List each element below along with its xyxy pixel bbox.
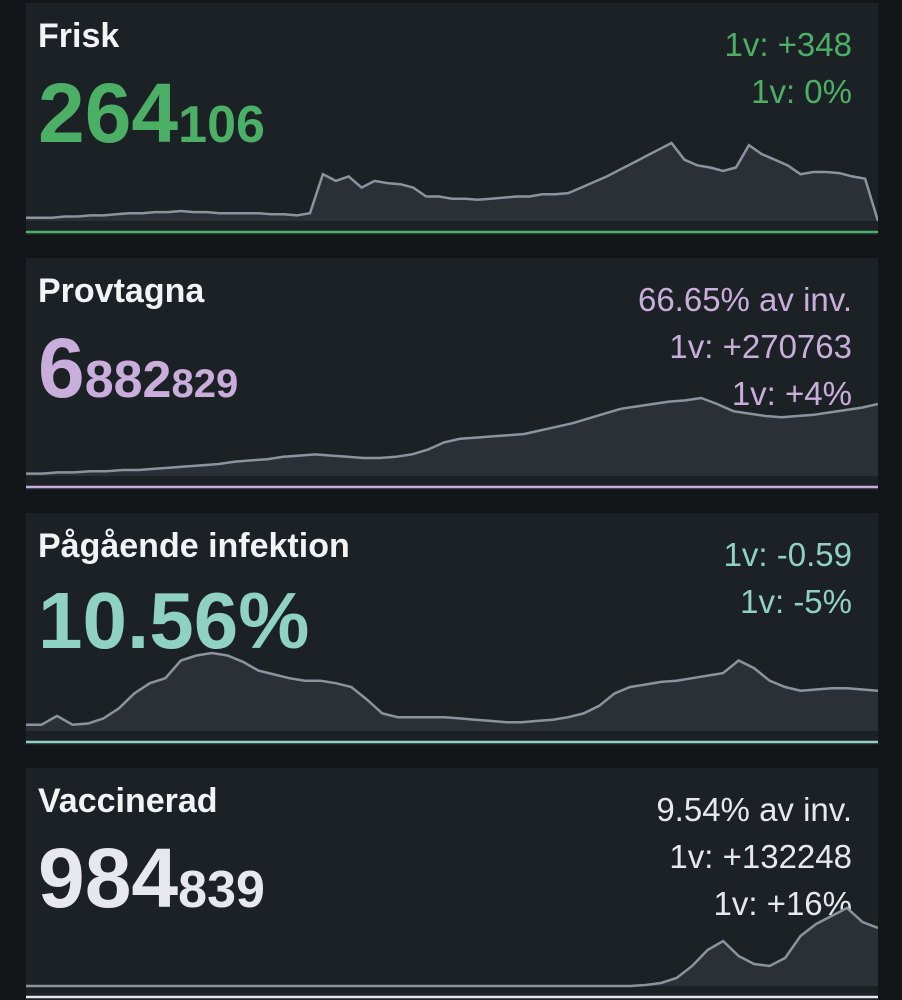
- sparkline-area: [26, 908, 878, 986]
- value-major: 984: [38, 831, 179, 925]
- card-title: Provtagna: [38, 272, 205, 310]
- sparkline-line: [26, 906, 878, 988]
- stats: 1v: -0.59 1v: -5%: [724, 531, 852, 625]
- sparkline-line: [26, 396, 878, 475]
- stat-card-vaccinerad[interactable]: Vaccinerad 984839 9.54% av inv. 1v: +132…: [26, 768, 878, 1000]
- stats: 9.54% av inv. 1v: +132248 1v: +16%: [656, 786, 852, 927]
- value-minor-a: 882: [84, 351, 172, 409]
- stat-line: 1v: -5%: [740, 583, 852, 620]
- stat-line: 1v: +348: [724, 26, 852, 63]
- big-value: 6882829: [38, 326, 238, 410]
- value-minor: 106: [178, 96, 265, 154]
- stat-line: 1v: 0%: [751, 73, 852, 110]
- value-major: 6: [38, 321, 85, 415]
- stat-line: 1v: +270763: [669, 328, 852, 365]
- sparkline-area: [26, 398, 878, 476]
- stat-line: 1v: +132248: [669, 838, 852, 875]
- sparkline-line: [26, 141, 878, 222]
- big-value: 264106: [38, 71, 265, 155]
- value-major: 264: [38, 66, 179, 160]
- big-value: 10.56%: [38, 581, 309, 661]
- card-title: Vaccinerad: [38, 782, 218, 820]
- stat-line: 9.54% av inv.: [656, 791, 852, 828]
- stat-line: 1v: +16%: [713, 885, 852, 922]
- big-value: 984839: [38, 836, 265, 920]
- sparkline-area: [26, 143, 878, 221]
- stat-card-frisk[interactable]: Frisk 264106 1v: +348 1v: 0%: [26, 3, 878, 235]
- trend-sparkline: [26, 141, 878, 234]
- sparkline-area: [26, 653, 878, 731]
- stat-line: 1v: +4%: [731, 375, 852, 412]
- trend-sparkline: [26, 396, 878, 489]
- card-title: Pågående infektion: [38, 527, 350, 565]
- trend-sparkline: [26, 906, 878, 999]
- stat-line: 1v: -0.59: [723, 536, 852, 573]
- sparkline-line: [26, 651, 878, 726]
- value-minor: 829: [171, 362, 239, 406]
- stat-card-provtagna[interactable]: Provtagna 6882829 66.65% av inv. 1v: +27…: [26, 258, 878, 490]
- stat-card-pagaende-infektion[interactable]: Pågående infektion 10.56% 1v: -0.59 1v: …: [26, 513, 878, 745]
- stats: 1v: +348 1v: 0%: [724, 21, 852, 115]
- value-major: 10.56%: [38, 576, 310, 665]
- stat-line: 66.65% av inv.: [637, 281, 852, 318]
- trend-sparkline: [26, 651, 878, 744]
- stats: 66.65% av inv. 1v: +270763 1v: +4%: [638, 276, 852, 417]
- value-minor: 839: [178, 861, 265, 919]
- card-title: Frisk: [38, 17, 120, 55]
